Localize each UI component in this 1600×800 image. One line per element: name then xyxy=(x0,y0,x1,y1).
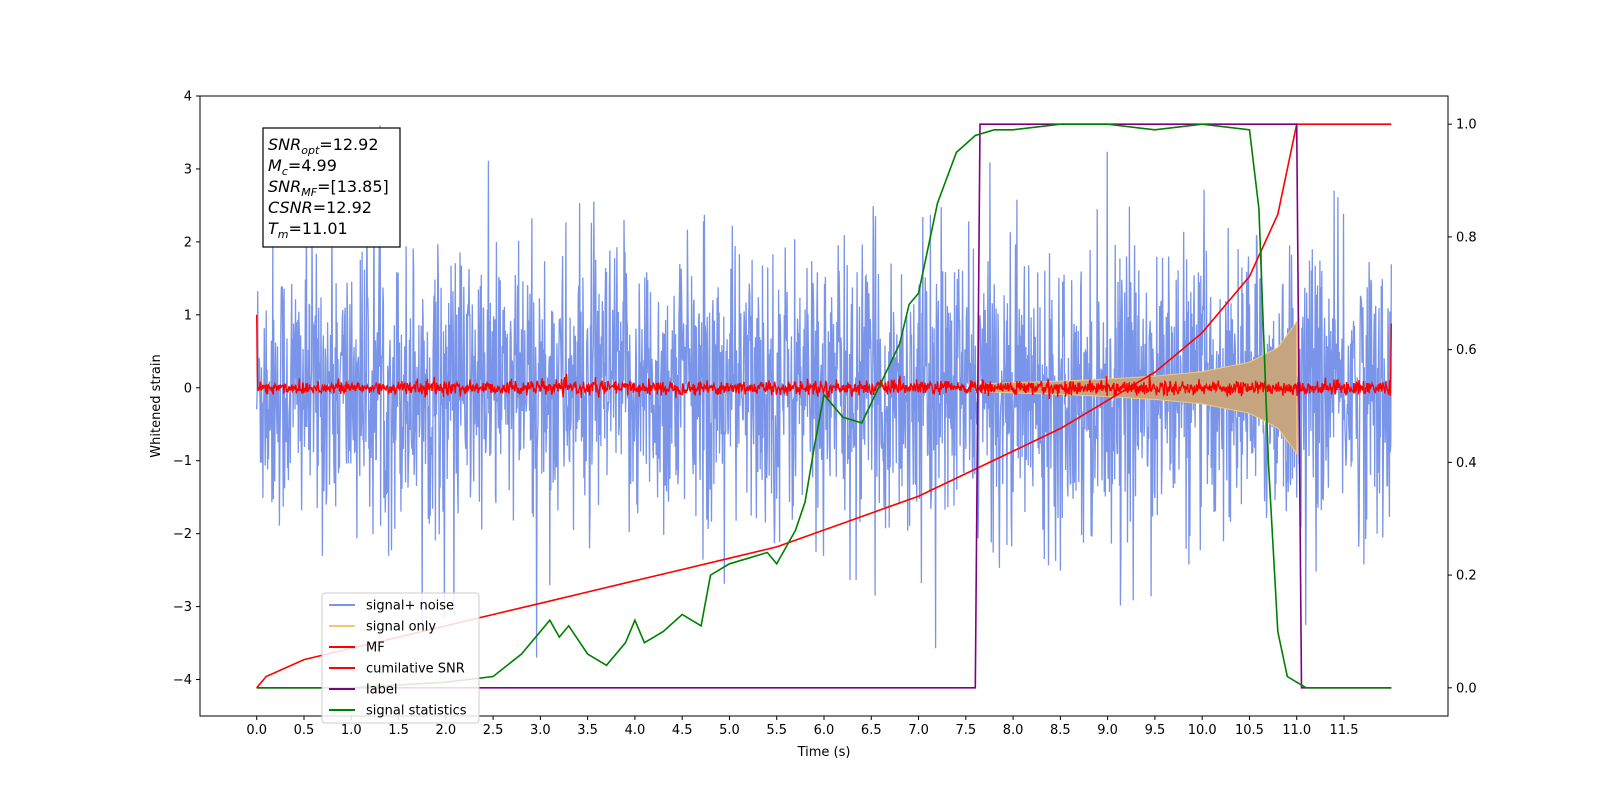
series-signal-noise xyxy=(256,125,1392,658)
x-tick-label: 7.5 xyxy=(955,723,976,738)
y-tick-label: −1 xyxy=(173,454,192,469)
y-right-tick-label: 0.2 xyxy=(1456,569,1477,584)
y-tick-label: 2 xyxy=(184,235,192,250)
x-tick-label: 1.0 xyxy=(341,723,362,738)
x-tick-label: 3.5 xyxy=(577,723,598,738)
info-line: SNRMF=[13.85] xyxy=(268,177,389,199)
info-line: Tm=11.01 xyxy=(268,219,348,241)
y-right-tick-label: 0.6 xyxy=(1456,343,1477,358)
y-tick-label: 0 xyxy=(184,381,192,396)
legend-label: MF xyxy=(366,641,385,656)
info-box-frame xyxy=(262,127,401,248)
x-tick-label: 11.5 xyxy=(1330,723,1359,738)
y-tick-label: −2 xyxy=(173,527,192,542)
x-tick-label: 0.5 xyxy=(294,723,315,738)
signal-noise-line xyxy=(256,125,1392,658)
x-tick-label: 6.5 xyxy=(861,723,882,738)
x-axis: 0.0 0.5 1.0 1.5 2.0 2.5 3.0 3.5 4.0 4.5 5.0 5.5 6.0 6… xyxy=(246,716,1358,738)
legend-label: signal statistics xyxy=(366,704,467,719)
y-tick-label: 1 xyxy=(184,308,192,323)
x-tick-label: 2.0 xyxy=(435,723,456,738)
info-line: SNRopt=12.92 xyxy=(268,135,379,157)
y-axis-right: 0.0 0.2 0.4 0.6 0.8 1.0 xyxy=(1448,118,1477,696)
y-tick-label: 4 xyxy=(184,90,192,105)
legend-label: label xyxy=(366,683,397,698)
y-right-tick-label: 1.0 xyxy=(1456,118,1477,133)
x-tick-label: 9.0 xyxy=(1097,723,1118,738)
x-tick-label: 6.0 xyxy=(814,723,835,738)
x-tick-label: 4.5 xyxy=(672,723,693,738)
x-tick-label: 5.5 xyxy=(766,723,787,738)
x-tick-label: 7.0 xyxy=(908,723,929,738)
y-axis-left: −4 −3 −2 −1 0 1 2 3 4 xyxy=(173,90,200,688)
x-tick-label: 2.5 xyxy=(483,723,504,738)
x-tick-label: 0.0 xyxy=(246,723,267,738)
y-tick-label: −3 xyxy=(173,600,192,615)
info-line: Mc=4.99 xyxy=(268,156,337,178)
legend-label: signal+ noise xyxy=(366,599,454,614)
x-tick-label: 3.0 xyxy=(530,723,551,738)
signal-statistics-line xyxy=(256,123,1392,689)
info-box: SNRopt=12.92Mc=4.99SNRMF=[13.85]CSNR=12.… xyxy=(262,127,401,248)
x-axis-label: Time (s) xyxy=(797,745,851,760)
legend: signal+ noise signal only MF cumilative SNR… xyxy=(321,592,480,724)
y-tick-label: −4 xyxy=(173,673,192,688)
x-tick-label: 8.5 xyxy=(1050,723,1071,738)
y-axis-label: Whitened strain xyxy=(149,354,164,457)
y-right-tick-label: 0.8 xyxy=(1456,230,1477,245)
x-tick-label: 8.0 xyxy=(1003,723,1024,738)
info-line: CSNR=12.92 xyxy=(268,198,372,217)
x-tick-label: 4.0 xyxy=(625,723,646,738)
mf-line xyxy=(256,314,1392,401)
legend-label: cumilative SNR xyxy=(366,662,465,677)
y-tick-label: 3 xyxy=(184,162,192,177)
y-right-tick-label: 0.0 xyxy=(1456,681,1477,696)
x-tick-label: 10.0 xyxy=(1188,723,1217,738)
x-tick-label: 9.5 xyxy=(1145,723,1166,738)
x-tick-label: 5.0 xyxy=(719,723,740,738)
x-tick-label: 10.5 xyxy=(1235,723,1264,738)
x-tick-label: 11.0 xyxy=(1282,723,1311,738)
legend-label: signal only xyxy=(366,620,436,635)
x-tick-label: 1.5 xyxy=(388,723,409,738)
series-mf xyxy=(256,314,1392,401)
y-right-tick-label: 0.4 xyxy=(1456,456,1477,471)
legend-frame xyxy=(321,592,480,724)
